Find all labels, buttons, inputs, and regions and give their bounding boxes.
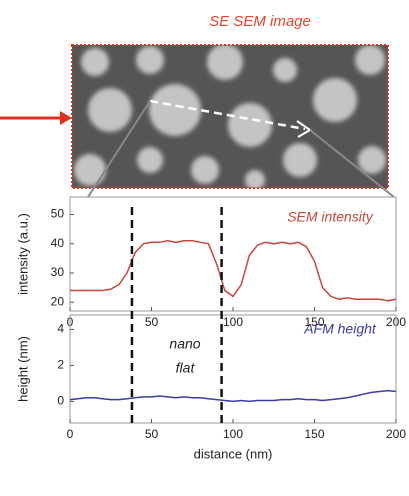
pointer-arrow-head	[60, 111, 72, 125]
x-axis-label: distance (nm)	[194, 446, 273, 461]
x-tick-label: 50	[145, 315, 159, 329]
x-tick-label: 200	[386, 427, 406, 441]
y-tick-label: 30	[51, 265, 65, 279]
profile-line	[149, 99, 306, 131]
sem-image	[72, 45, 388, 188]
series-label: SEM intensity	[287, 209, 374, 225]
x-tick-label: 50	[145, 427, 159, 441]
y-tick-label: 40	[51, 236, 65, 250]
series-label: AFM height	[303, 321, 377, 337]
y-axis-label: height (nm)	[15, 336, 30, 402]
zoom-line	[87, 100, 151, 198]
line-series	[70, 240, 397, 302]
x-tick-label: 0	[67, 427, 74, 441]
zoom-line	[309, 129, 395, 198]
x-tick-label: 150	[304, 427, 324, 441]
x-tick-label: 100	[223, 315, 243, 329]
annotation: flat	[176, 360, 196, 376]
image-border	[71, 44, 389, 189]
y-tick-label: 0	[57, 394, 64, 408]
line-series	[69, 389, 397, 403]
annotation: nano	[169, 336, 200, 352]
image-title: SE SEM image	[209, 13, 311, 30]
x-tick-label: 150	[304, 315, 324, 329]
y-tick-label: 20	[51, 294, 65, 308]
y-tick-label: 4	[57, 322, 64, 336]
y-axis-label: intensity (a.u.)	[15, 213, 30, 295]
y-tick-label: 2	[57, 358, 64, 372]
y-tick-label: 50	[51, 207, 65, 221]
x-tick-label: 100	[223, 427, 243, 441]
